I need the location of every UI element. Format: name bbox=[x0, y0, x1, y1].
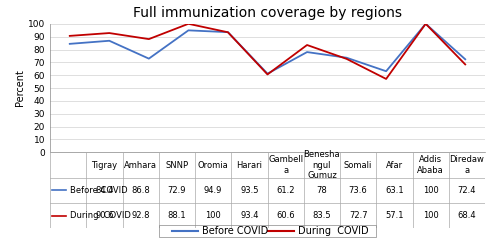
During  COVID bbox=[344, 57, 349, 60]
During  COVID bbox=[304, 44, 310, 46]
During  COVID bbox=[67, 35, 73, 37]
Text: 100: 100 bbox=[206, 211, 221, 220]
Text: 93.5: 93.5 bbox=[240, 186, 258, 195]
During  COVID bbox=[383, 78, 389, 80]
Text: 84.4: 84.4 bbox=[95, 186, 114, 195]
Text: 72.7: 72.7 bbox=[349, 211, 368, 220]
Text: Diredaw
a: Diredaw a bbox=[450, 155, 484, 175]
Before COVID bbox=[304, 51, 310, 54]
Text: 90.6: 90.6 bbox=[95, 211, 114, 220]
Text: 78: 78 bbox=[316, 186, 327, 195]
Before COVID bbox=[264, 72, 270, 75]
Text: 61.2: 61.2 bbox=[276, 186, 295, 195]
Text: Somali: Somali bbox=[344, 160, 372, 169]
During  COVID bbox=[186, 22, 192, 25]
Text: 72.4: 72.4 bbox=[458, 186, 476, 195]
Text: Addis
Ababa: Addis Ababa bbox=[417, 155, 444, 175]
During  COVID bbox=[106, 32, 112, 35]
Text: 72.9: 72.9 bbox=[168, 186, 186, 195]
Before COVID bbox=[106, 39, 112, 42]
Before COVID bbox=[67, 42, 73, 45]
During  COVID bbox=[462, 63, 468, 66]
Text: Oromia: Oromia bbox=[198, 160, 228, 169]
Text: Before COVID: Before COVID bbox=[202, 226, 268, 236]
Text: Harari: Harari bbox=[236, 160, 262, 169]
Text: SNNP: SNNP bbox=[166, 160, 188, 169]
Line: Before COVID: Before COVID bbox=[70, 24, 465, 74]
Text: Tigray: Tigray bbox=[92, 160, 118, 169]
Text: 94.9: 94.9 bbox=[204, 186, 223, 195]
Text: Benesha
ngul
Gumuz: Benesha ngul Gumuz bbox=[304, 150, 340, 180]
Text: 57.1: 57.1 bbox=[385, 211, 404, 220]
Text: During  COVID: During COVID bbox=[70, 211, 131, 220]
Y-axis label: Percent: Percent bbox=[15, 70, 25, 106]
Text: 60.6: 60.6 bbox=[276, 211, 295, 220]
Text: 63.1: 63.1 bbox=[385, 186, 404, 195]
Before COVID bbox=[422, 22, 428, 25]
Text: 86.8: 86.8 bbox=[131, 186, 150, 195]
Text: During  COVID: During COVID bbox=[298, 226, 368, 236]
Before COVID bbox=[383, 70, 389, 73]
Text: Before COVID: Before COVID bbox=[70, 186, 128, 195]
Before COVID bbox=[225, 31, 231, 34]
Text: 88.1: 88.1 bbox=[168, 211, 186, 220]
Before COVID bbox=[462, 58, 468, 61]
Before COVID bbox=[186, 29, 192, 32]
During  COVID bbox=[146, 38, 152, 40]
During  COVID bbox=[225, 31, 231, 34]
Text: 68.4: 68.4 bbox=[458, 211, 476, 220]
Text: 83.5: 83.5 bbox=[312, 211, 331, 220]
Before COVID bbox=[344, 56, 349, 59]
Text: 100: 100 bbox=[423, 211, 438, 220]
Line: During  COVID: During COVID bbox=[70, 24, 465, 79]
Title: Full immunization coverage by regions: Full immunization coverage by regions bbox=[133, 6, 402, 20]
Before COVID bbox=[146, 57, 152, 60]
During  COVID bbox=[264, 73, 270, 76]
Text: 92.8: 92.8 bbox=[132, 211, 150, 220]
Text: 73.6: 73.6 bbox=[349, 186, 368, 195]
Text: Gambell
a: Gambell a bbox=[268, 155, 303, 175]
Text: Amhara: Amhara bbox=[124, 160, 157, 169]
Text: 93.4: 93.4 bbox=[240, 211, 258, 220]
During  COVID bbox=[422, 22, 428, 25]
Text: 100: 100 bbox=[423, 186, 438, 195]
Text: Afar: Afar bbox=[386, 160, 403, 169]
